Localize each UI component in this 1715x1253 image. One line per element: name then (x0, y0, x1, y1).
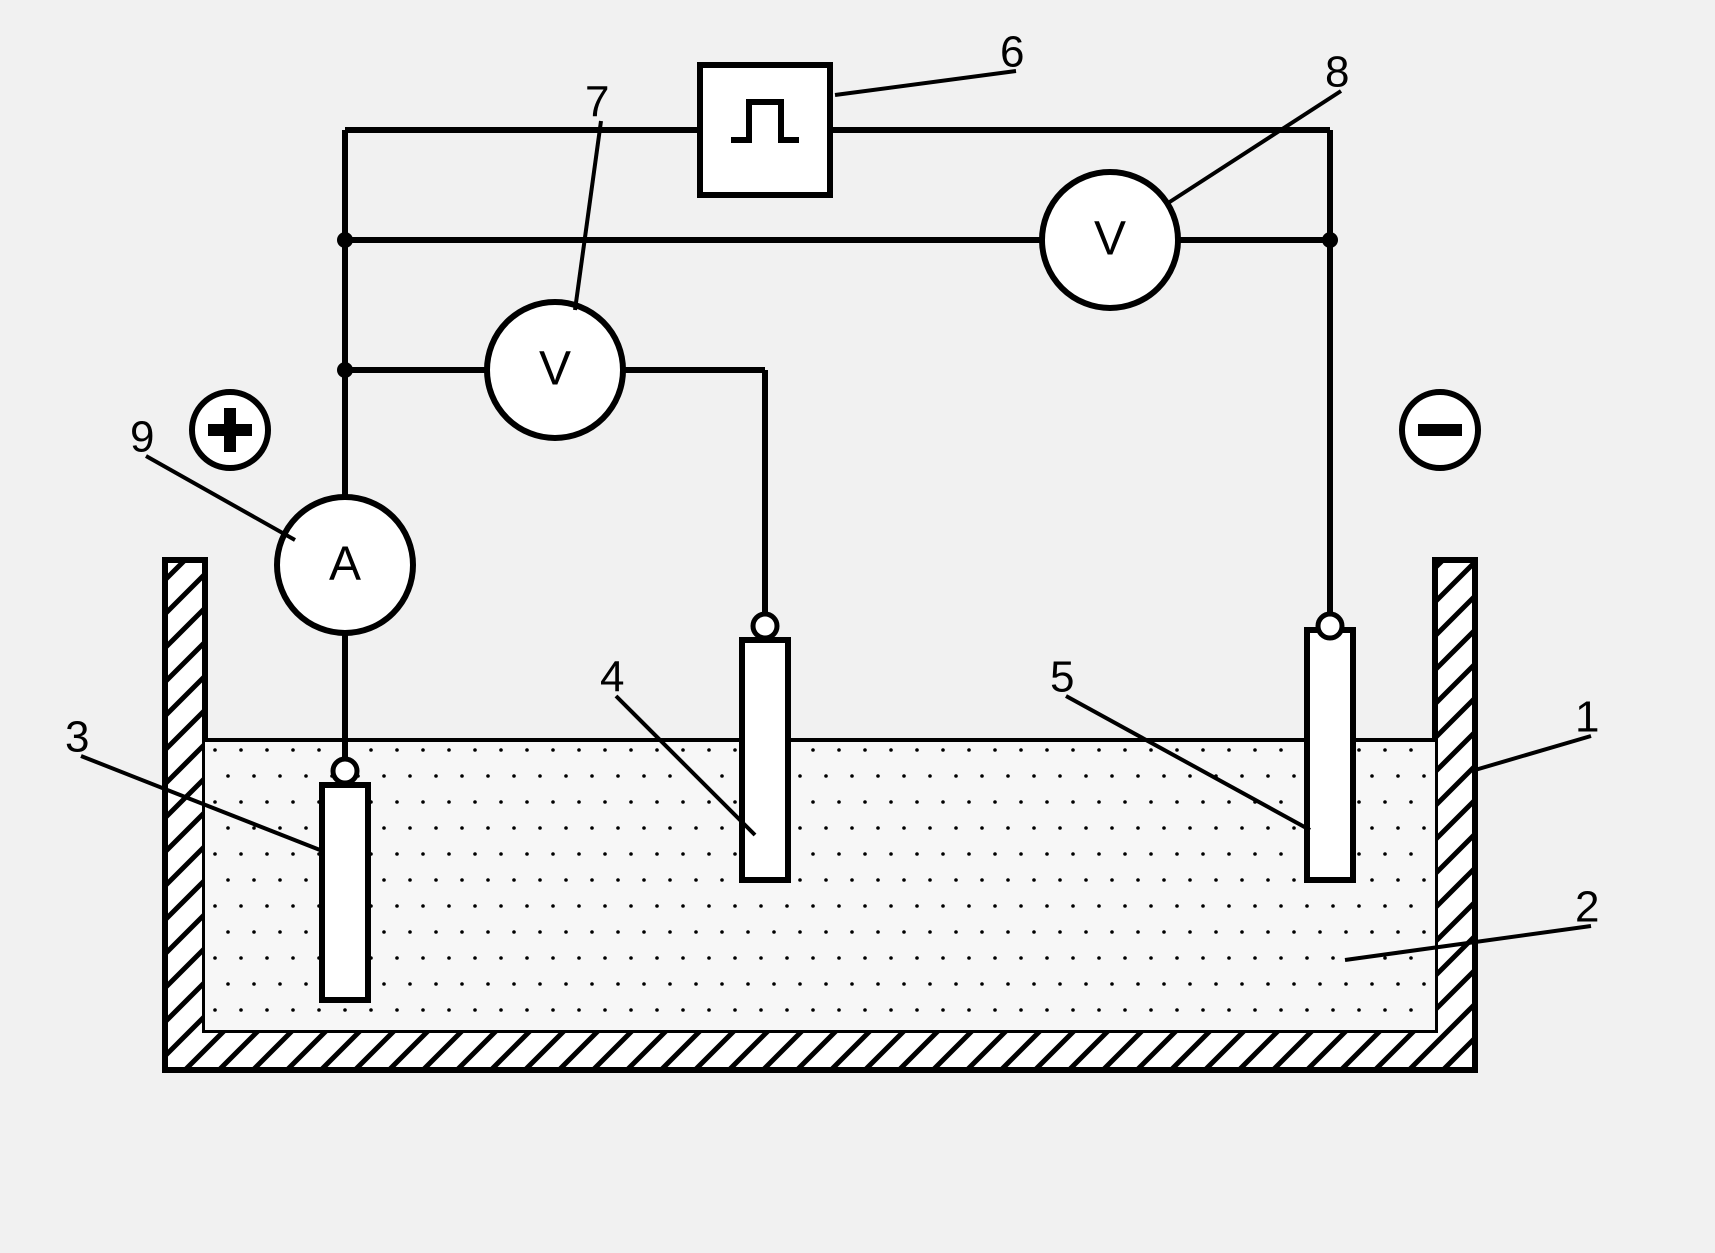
svg-text:V: V (539, 343, 571, 396)
svg-text:3: 3 (65, 713, 89, 762)
svg-text:4: 4 (600, 653, 624, 702)
svg-text:7: 7 (585, 78, 609, 127)
svg-text:1: 1 (1575, 693, 1599, 742)
diagram-stage: V V A 1 2 3 4 5 6 7 8 9 (0, 0, 1715, 1253)
svg-text:5: 5 (1050, 653, 1074, 702)
svg-text:V: V (1094, 213, 1126, 266)
svg-text:A: A (329, 538, 361, 591)
svg-text:9: 9 (130, 413, 154, 462)
svg-text:2: 2 (1575, 883, 1599, 932)
diagram-svg: V V A 1 2 3 4 5 6 7 8 9 (0, 0, 1715, 1253)
svg-text:6: 6 (1000, 28, 1024, 77)
svg-text:8: 8 (1325, 48, 1349, 97)
